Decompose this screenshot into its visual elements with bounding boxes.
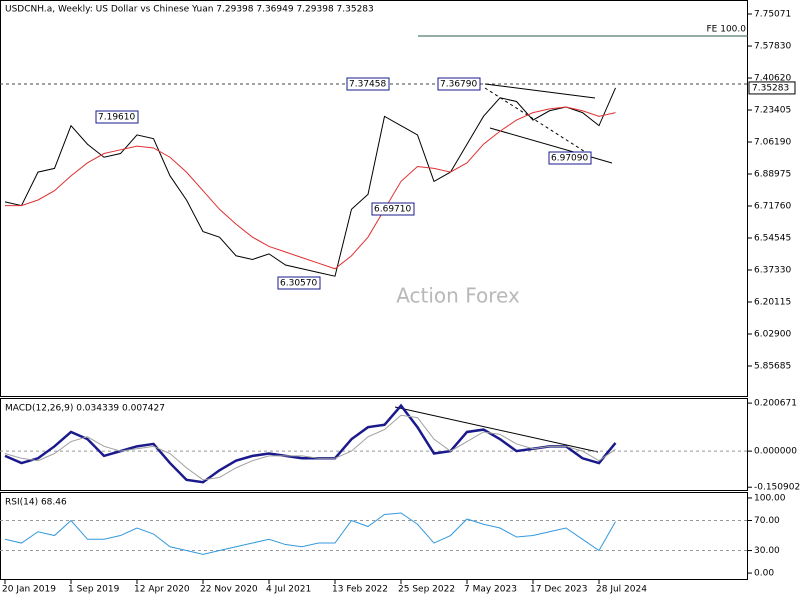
annotation: FE 100.0 — [707, 25, 747, 35]
macd-panel — [0, 398, 748, 491]
series-line — [4, 414, 616, 481]
y-tick-label: 6.54545 — [754, 234, 791, 244]
x-tick-label: 7 May 2023 — [464, 585, 517, 595]
series-line — [4, 87, 616, 277]
y-tick-label: 70.00 — [754, 516, 780, 526]
x-tick-label: 12 Apr 2020 — [134, 585, 190, 595]
y-tick-label: -0.150902 — [754, 483, 800, 493]
y-tick-label: 7.23405 — [754, 106, 791, 116]
y-tick-label: 6.88975 — [754, 170, 791, 180]
indicator-title: MACD(12,26,9) 0.034339 0.007427 — [5, 404, 165, 414]
annotation: 7.19610 — [98, 113, 135, 123]
y-tick-label: 6.71760 — [754, 202, 791, 212]
x-tick-label: 4 Jul 2021 — [266, 585, 311, 595]
trendline — [394, 406, 599, 453]
series-line — [4, 512, 616, 555]
y-tick-label: 6.02900 — [754, 329, 791, 339]
annotation: 6.69710 — [374, 205, 411, 215]
indicator-title: RSI(14) 68.46 — [5, 498, 67, 508]
y-tick-label: 7.40620 — [754, 74, 791, 84]
price-panel — [0, 0, 748, 397]
last-price-label: 7.35283 — [752, 83, 789, 93]
x-tick-label: 28 Jul 2024 — [596, 585, 647, 595]
x-tick-label: 25 Sep 2022 — [398, 585, 455, 595]
y-tick-label: 0.200671 — [754, 399, 797, 409]
x-tick-label: 20 Jan 2019 — [2, 585, 56, 595]
annotation: 7.37458 — [349, 80, 386, 90]
trendline — [484, 87, 591, 156]
y-tick-label: 7.06190 — [754, 138, 791, 148]
x-tick-label: 13 Feb 2022 — [332, 585, 388, 595]
trendline — [484, 83, 596, 99]
annotation: 7.36790 — [440, 80, 477, 90]
y-tick-label: 7.57830 — [754, 42, 791, 52]
annotation: 6.30570 — [280, 279, 317, 289]
annotation-box — [437, 77, 481, 91]
y-tick-label: 100.00 — [754, 493, 786, 503]
series-line — [5, 106, 616, 270]
y-tick-label: 0.000000 — [754, 447, 797, 457]
rsi-panel — [0, 492, 748, 580]
y-tick-label: 30.00 — [754, 546, 780, 556]
y-tick-label: 6.20115 — [754, 297, 791, 307]
chart-title: USDCNH.a, Weekly: US Dollar vs Chinese Y… — [5, 5, 374, 15]
y-tick-label: 0.00 — [754, 569, 774, 579]
x-tick-label: 22 Nov 2020 — [200, 585, 258, 595]
annotation-box — [277, 276, 321, 290]
y-tick-label: 6.37330 — [754, 266, 791, 276]
x-tick-label: 1 Sep 2019 — [68, 585, 120, 595]
watermark: Action Forex — [396, 284, 520, 308]
annotation-box — [346, 77, 390, 91]
y-tick-label: 5.85685 — [754, 361, 791, 371]
annotation-box — [371, 202, 415, 216]
annotation-box — [548, 151, 592, 165]
annotation: 6.97090 — [551, 154, 588, 164]
x-tick-label: 17 Dec 2023 — [530, 585, 588, 595]
series-line — [4, 403, 617, 484]
y-tick-label: 7.75071 — [754, 9, 791, 19]
annotation-box — [95, 110, 139, 124]
last-price-box — [748, 81, 796, 95]
trendline — [489, 127, 613, 164]
